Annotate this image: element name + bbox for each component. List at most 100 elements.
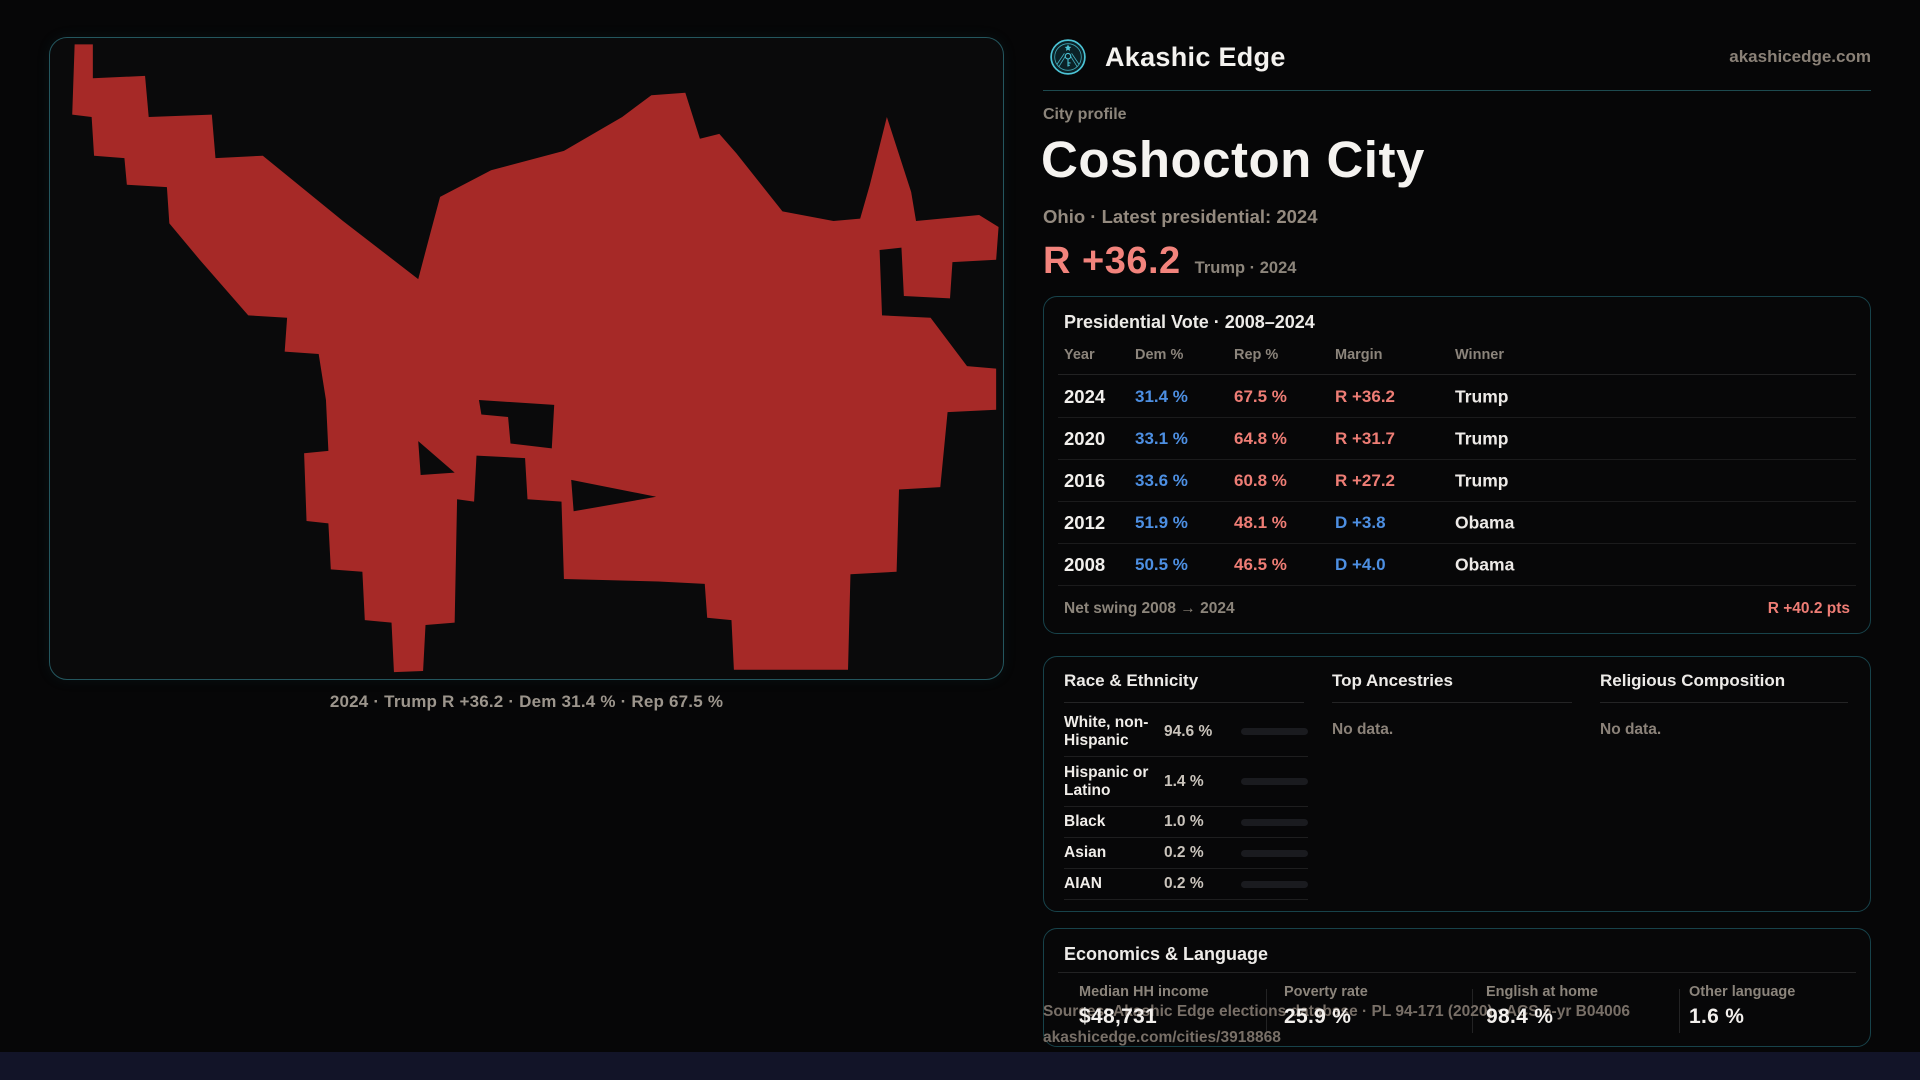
- race-value: 1.0 %: [1164, 813, 1204, 830]
- cell-rep: 48.1 %: [1234, 512, 1287, 532]
- city-boundary-map: [72, 44, 999, 673]
- column-divider: [1600, 702, 1848, 703]
- col-dem: Dem %: [1135, 347, 1184, 363]
- race-label: Hispanic or Latino: [1064, 763, 1149, 799]
- table-row: 2012 51.9 % 48.1 % D +3.8 Obama: [1058, 502, 1856, 544]
- race-bar: [1241, 778, 1308, 785]
- stat-divider: [1266, 989, 1267, 1033]
- race-value: 0.2 %: [1164, 875, 1204, 892]
- race-bar: [1241, 849, 1308, 857]
- table-row: 2024 31.4 % 67.5 % R +36.2 Trump: [1058, 376, 1856, 418]
- brand-domain-link[interactable]: akashicedge.com: [1729, 47, 1871, 66]
- race-value: 1.4 %: [1164, 772, 1204, 790]
- cell-margin: R +31.7: [1335, 428, 1396, 448]
- stat-other-language: Other language 1.6 %: [1689, 984, 1795, 1029]
- cell-rep: 64.8 %: [1234, 428, 1287, 448]
- stat-value: 98.4 %: [1486, 1005, 1554, 1028]
- cell-rep: 67.5 %: [1234, 386, 1287, 406]
- ancestries-empty-state: No data.: [1332, 721, 1394, 738]
- column-divider: [1064, 702, 1304, 703]
- table-row: 2016 33.6 % 60.8 % R +27.2 Trump: [1058, 460, 1856, 502]
- table-row: 2020 33.1 % 64.8 % R +31.7 Trump: [1058, 418, 1856, 460]
- race-label: Black: [1064, 813, 1106, 831]
- cell-year: 2016: [1064, 469, 1106, 491]
- cell-winner: Trump: [1455, 428, 1509, 448]
- cell-winner: Trump: [1455, 386, 1509, 406]
- stat-value: 25.9 %: [1284, 1005, 1352, 1028]
- economics-title: Economics & Language: [1064, 944, 1269, 964]
- col-rep: Rep %: [1234, 347, 1279, 363]
- stat-label: Median HH income: [1079, 984, 1209, 1000]
- cell-margin: D +4.0: [1335, 554, 1386, 574]
- page-kicker: City profile: [1043, 106, 1127, 123]
- col-margin: Margin: [1335, 347, 1383, 363]
- table-row: 2008 50.5 % 46.5 % D +4.0 Obama: [1058, 544, 1856, 586]
- race-row: AIAN 0.2 %: [1064, 869, 1308, 900]
- race-bar: [1241, 728, 1308, 735]
- cell-winner: Obama: [1455, 554, 1515, 574]
- race-value: 0.2 %: [1164, 844, 1204, 861]
- race-label: AIAN: [1064, 875, 1102, 893]
- bottom-bar: [0, 1052, 1920, 1080]
- demographics-card: Race & Ethnicity White, non-Hispanic 94.…: [1043, 656, 1871, 912]
- ancestries-column: Top Ancestries No data.: [1332, 657, 1576, 911]
- stat-poverty-rate: Poverty rate 25.9 %: [1284, 984, 1368, 1029]
- card-divider: [1058, 972, 1856, 973]
- cell-dem: 50.5 %: [1135, 554, 1188, 574]
- stat-english-at-home: English at home 98.4 %: [1486, 984, 1598, 1029]
- header-divider: [1043, 90, 1871, 91]
- race-row: Asian 0.2 %: [1064, 838, 1308, 869]
- cell-margin: D +3.8: [1335, 512, 1386, 532]
- race-value: 94.6 %: [1164, 722, 1213, 740]
- headline-margin-value: R +36.2: [1043, 240, 1181, 282]
- presidential-vote-card: Presidential Vote · 2008–2024 Year Dem %…: [1043, 296, 1871, 634]
- vote-card-title: Presidential Vote · 2008–2024: [1064, 312, 1315, 332]
- economics-card: Economics & Language Median HH income $4…: [1043, 928, 1871, 1047]
- race-row: White, non-Hispanic 94.6 %: [1064, 707, 1308, 757]
- table-divider: [1058, 374, 1856, 375]
- stat-divider: [1472, 989, 1473, 1033]
- race-title: Race & Ethnicity: [1064, 671, 1199, 690]
- headline-margin-context: Trump · 2024: [1194, 259, 1297, 277]
- race-ethnicity-column: Race & Ethnicity White, non-Hispanic 94.…: [1064, 657, 1308, 911]
- stat-value: 1.6 %: [1689, 1005, 1745, 1028]
- cell-dem: 33.6 %: [1135, 470, 1188, 490]
- race-label: White, non-Hispanic: [1064, 713, 1149, 749]
- akashic-edge-logo-icon: [1050, 39, 1086, 75]
- stat-label: Other language: [1689, 984, 1796, 1000]
- stat-value: $48,731: [1079, 1005, 1158, 1028]
- cell-dem: 51.9 %: [1135, 512, 1188, 532]
- religion-empty-state: No data.: [1600, 721, 1662, 738]
- brand-name: Akashic Edge: [1105, 42, 1286, 72]
- ancestries-title: Top Ancestries: [1332, 671, 1453, 690]
- religion-title: Religious Composition: [1600, 671, 1786, 690]
- permalink: akashicedge.com/cities/3918868: [1043, 1029, 1281, 1046]
- cell-margin: R +27.2: [1335, 470, 1396, 490]
- cell-winner: Obama: [1455, 512, 1515, 532]
- stat-label: English at home: [1486, 984, 1598, 1000]
- net-swing-value: R +40.2 pts: [1767, 600, 1850, 617]
- cell-rep: 60.8 %: [1234, 470, 1287, 490]
- brand-header: Akashic Edge akashicedge.com: [1049, 38, 1871, 78]
- race-label: Asian: [1064, 844, 1107, 862]
- race-bar: [1241, 818, 1308, 826]
- stat-label: Poverty rate: [1284, 984, 1368, 1000]
- map-caption: 2024 · Trump R +36.2 · Dem 31.4 % · Rep …: [329, 692, 724, 711]
- cell-year: 2008: [1064, 553, 1106, 575]
- sources-line: Sources: Akashic Edge elections database…: [1043, 1003, 1630, 1020]
- col-year: Year: [1064, 347, 1095, 363]
- religion-column: Religious Composition No data.: [1600, 657, 1852, 911]
- race-row: Black 1.0 %: [1064, 807, 1308, 838]
- page-subtitle: Ohio · Latest presidential: 2024: [1043, 206, 1318, 227]
- stat-median-income: Median HH income $48,731: [1079, 984, 1209, 1029]
- cell-year: 2024: [1064, 385, 1106, 407]
- cell-year: 2012: [1064, 511, 1106, 533]
- cell-dem: 33.1 %: [1135, 428, 1188, 448]
- net-swing-row: Net swing 2008 → 2024 R +40.2 pts: [1064, 600, 1850, 618]
- cell-winner: Trump: [1455, 470, 1509, 490]
- race-bar: [1241, 880, 1308, 888]
- race-row: Hispanic or Latino 1.4 %: [1064, 757, 1308, 807]
- column-divider: [1332, 702, 1572, 703]
- net-swing-label: Net swing 2008 → 2024: [1064, 600, 1235, 617]
